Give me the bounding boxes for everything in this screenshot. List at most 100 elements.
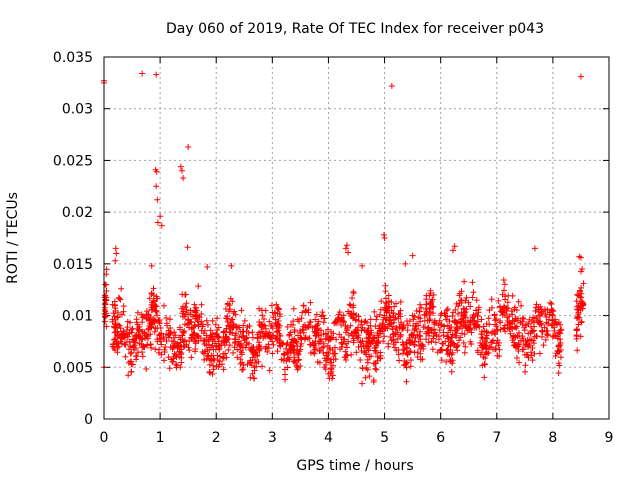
data-point bbox=[163, 314, 170, 321]
data-point bbox=[153, 183, 160, 190]
data-point bbox=[517, 337, 524, 344]
data-point bbox=[191, 301, 198, 308]
data-point bbox=[355, 343, 362, 350]
data-point bbox=[345, 338, 352, 345]
data-point bbox=[300, 329, 307, 336]
data-point bbox=[181, 328, 188, 335]
data-point bbox=[526, 336, 533, 343]
data-point bbox=[240, 322, 247, 329]
data-point bbox=[307, 299, 314, 306]
data-point bbox=[429, 296, 436, 303]
data-point bbox=[208, 352, 215, 359]
data-point bbox=[236, 324, 243, 331]
data-point bbox=[416, 332, 423, 339]
data-point bbox=[467, 319, 474, 326]
data-point bbox=[500, 287, 507, 294]
data-point bbox=[152, 346, 159, 353]
data-point bbox=[192, 348, 199, 355]
data-point bbox=[239, 328, 246, 335]
data-point bbox=[504, 317, 511, 324]
data-point bbox=[320, 319, 327, 326]
data-point bbox=[189, 313, 196, 320]
x-tick-label: 4 bbox=[324, 430, 333, 446]
data-point bbox=[516, 359, 523, 366]
data-point bbox=[228, 262, 235, 269]
data-point bbox=[406, 339, 413, 346]
data-point bbox=[184, 309, 191, 316]
data-point bbox=[272, 335, 279, 342]
data-point bbox=[444, 322, 451, 329]
data-point bbox=[208, 357, 215, 364]
data-point bbox=[358, 343, 365, 350]
data-point bbox=[529, 344, 536, 351]
data-point bbox=[407, 363, 414, 370]
data-point bbox=[255, 343, 262, 350]
data-point bbox=[496, 346, 503, 353]
data-point bbox=[494, 352, 501, 359]
data-point bbox=[340, 312, 347, 319]
data-point bbox=[537, 303, 544, 310]
data-point bbox=[380, 231, 387, 238]
data-point bbox=[426, 312, 433, 319]
data-point bbox=[232, 323, 239, 330]
data-point bbox=[350, 290, 357, 297]
data-point bbox=[578, 319, 585, 326]
data-point bbox=[345, 308, 352, 315]
data-point bbox=[268, 302, 275, 309]
data-point bbox=[229, 316, 236, 323]
data-point bbox=[371, 308, 378, 315]
data-point bbox=[557, 354, 564, 361]
data-point bbox=[153, 71, 160, 78]
data-point bbox=[171, 350, 178, 357]
data-point bbox=[120, 303, 127, 310]
data-point bbox=[128, 349, 135, 356]
data-point bbox=[433, 331, 440, 338]
data-point bbox=[367, 316, 374, 323]
data-point bbox=[176, 324, 183, 331]
data-point bbox=[279, 341, 286, 348]
data-point bbox=[214, 326, 221, 333]
data-point bbox=[574, 306, 581, 313]
data-point bbox=[348, 351, 355, 358]
data-point bbox=[390, 319, 397, 326]
data-point bbox=[277, 311, 284, 318]
data-point bbox=[342, 245, 349, 252]
data-point bbox=[291, 335, 298, 342]
data-point bbox=[388, 337, 395, 344]
data-point bbox=[178, 350, 185, 357]
data-point bbox=[456, 290, 463, 297]
data-point bbox=[143, 333, 150, 340]
data-point bbox=[345, 332, 352, 339]
data-point bbox=[409, 312, 416, 319]
data-point bbox=[580, 300, 587, 307]
data-point bbox=[328, 368, 335, 375]
data-point bbox=[158, 341, 165, 348]
data-point bbox=[237, 348, 244, 355]
data-point bbox=[322, 330, 329, 337]
data-point bbox=[490, 346, 497, 353]
data-point bbox=[484, 329, 491, 336]
data-point bbox=[545, 316, 552, 323]
data-point bbox=[291, 354, 298, 361]
data-point bbox=[386, 309, 393, 316]
data-point bbox=[385, 292, 392, 299]
data-point bbox=[361, 326, 368, 333]
data-point bbox=[259, 363, 266, 370]
data-point bbox=[249, 354, 256, 361]
y-tick-label: 0.02 bbox=[62, 205, 93, 221]
data-point bbox=[347, 322, 354, 329]
data-point bbox=[525, 341, 532, 348]
data-point bbox=[325, 336, 332, 343]
data-point bbox=[243, 339, 250, 346]
data-point bbox=[124, 324, 131, 331]
x-tick-label: 1 bbox=[156, 430, 165, 446]
data-point bbox=[372, 348, 379, 355]
data-point bbox=[227, 295, 234, 302]
data-point bbox=[170, 355, 177, 362]
data-point bbox=[547, 299, 554, 306]
data-point bbox=[242, 344, 249, 351]
data-point bbox=[259, 329, 266, 336]
data-point bbox=[280, 357, 287, 364]
data-point bbox=[449, 313, 456, 320]
data-point bbox=[329, 375, 336, 382]
